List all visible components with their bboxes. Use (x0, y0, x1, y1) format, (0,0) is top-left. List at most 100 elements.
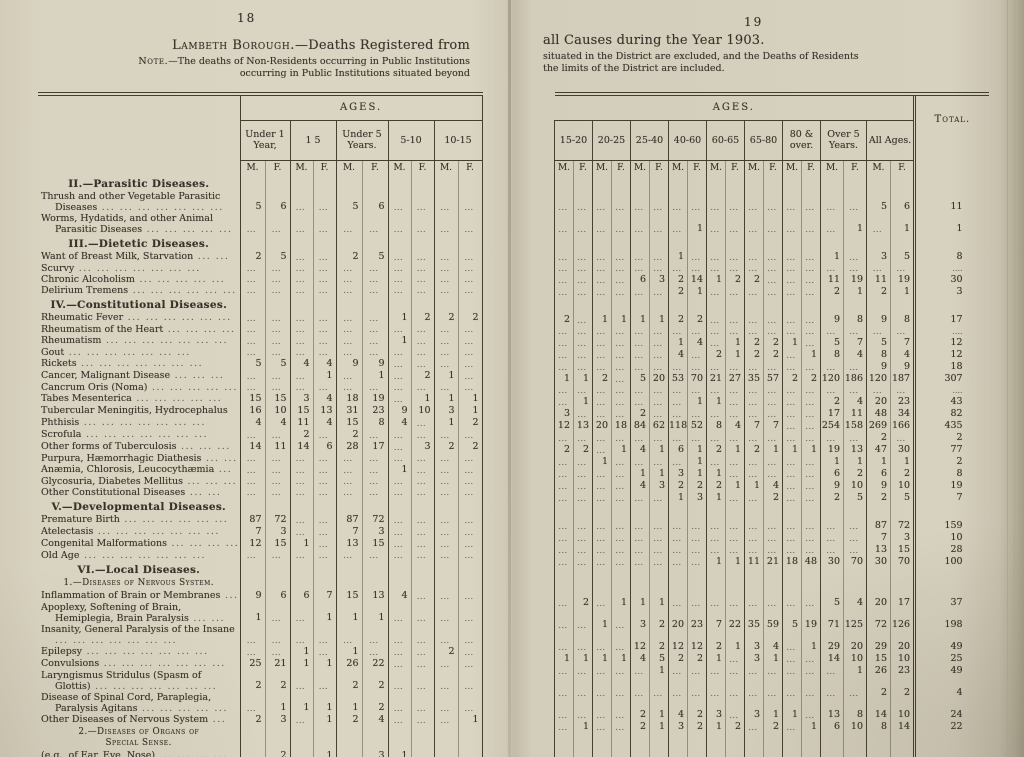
data-cell: ... (335, 370, 362, 382)
ages-header: AGES. (554, 94, 915, 121)
data-cell: ... (410, 602, 434, 624)
data-cell (725, 235, 745, 251)
data-cell: ... (725, 385, 745, 396)
data-cell: ... (554, 396, 574, 408)
data-cell: ... (410, 670, 434, 692)
table-row: ........................................… (554, 677, 989, 699)
data-cell: ... (801, 492, 821, 504)
data-cell: ... (706, 408, 726, 420)
data-cell: ... (611, 556, 631, 568)
data-cell: ... (782, 721, 802, 733)
data-cell: ... (725, 314, 745, 326)
data-cell (361, 577, 388, 590)
data-cell: 1 (554, 373, 574, 385)
table-row: (e.g., of Ear, Eye, Nose)...2...1...31..… (38, 750, 483, 757)
data-cell: ... (361, 464, 388, 476)
data-cell: ... (630, 396, 650, 408)
data-cell: ... (668, 677, 688, 699)
data-cell: ... (649, 532, 669, 544)
data-cell: ... (289, 526, 313, 538)
page-number-right: 19 (744, 15, 764, 29)
data-cell: ... (410, 324, 434, 335)
data-cell: ... (649, 677, 669, 699)
data-cell: 187 (889, 373, 915, 385)
total-cell (913, 298, 989, 314)
table-row: 1 1 1 1 4 5 2 2 1... 3 1...... 14 10 15 10 25 (554, 653, 989, 665)
data-cell: ... (801, 420, 821, 432)
total-cell: 77 (913, 444, 989, 456)
data-cell: ... (387, 550, 411, 561)
data-cell: 10 (889, 480, 915, 492)
data-cell: 1 (335, 602, 362, 624)
data-cell: 3 (687, 492, 707, 504)
sex-header: M. (554, 160, 574, 176)
data-cell: ... (410, 476, 434, 487)
disease-label: Tubercular Meningitis, Hydrocephalus (38, 405, 241, 417)
data-cell (843, 504, 867, 520)
data-cell: 23 (361, 405, 388, 417)
data-cell: ... (630, 337, 650, 349)
data-cell: ... (744, 492, 764, 504)
data-cell: 1 (668, 251, 688, 263)
data-cell: ... (410, 590, 434, 602)
data-cell: ... (782, 432, 802, 444)
data-cell (820, 733, 844, 757)
data-cell: 35 (744, 609, 764, 631)
data-cell (744, 504, 764, 520)
data-cell: ... (410, 526, 434, 538)
data-cell: 12 (668, 631, 688, 653)
data-cell: ... (457, 750, 483, 757)
data-cell: ... (433, 658, 458, 670)
data-cell: ... (744, 408, 764, 420)
data-cell: ... (239, 382, 265, 393)
data-cell: 4 (630, 480, 650, 492)
data-cell: 2 (706, 631, 726, 653)
data-cell: ... (387, 251, 411, 263)
data-cell: ... (457, 335, 483, 347)
data-cell (725, 504, 745, 520)
data-cell: ... (457, 213, 483, 235)
data-cell: 10 (889, 653, 915, 665)
table-row: ........................ 1 1 11 21 18 48 30 70 30… (554, 556, 989, 568)
data-cell: 8 (889, 314, 915, 326)
data-cell (239, 498, 265, 514)
age-column-header: 5-10 (387, 120, 434, 161)
data-cell: ... (554, 286, 574, 298)
total-cell: 12 (913, 337, 989, 349)
total-cell: 3 (913, 286, 989, 298)
right-page-header: all Causes during the Year 1903. situate… (543, 33, 973, 74)
data-cell (889, 568, 915, 584)
data-cell: 1 (361, 370, 388, 382)
data-cell: ... (782, 520, 802, 532)
data-cell: ... (630, 326, 650, 337)
data-cell: 1 (611, 444, 631, 456)
data-cell: ... (843, 326, 867, 337)
section-row (554, 176, 989, 191)
data-cell (782, 733, 802, 757)
section-label: V.—Developmental Diseases. (38, 498, 241, 514)
table-row: Rheumatism..................1......... (38, 335, 483, 347)
data-cell: ... (801, 286, 821, 298)
data-cell: ... (725, 492, 745, 504)
data-cell: ... (457, 646, 483, 658)
sex-header: M. (866, 160, 891, 176)
data-cell: 2 (554, 314, 574, 326)
age-column-header: 10-15 (433, 120, 483, 161)
data-cell: ... (457, 251, 483, 263)
table-row: Premature Birth8772......8772...........… (38, 514, 483, 526)
table-row: Other Constitutional Diseases...........… (38, 487, 483, 498)
data-cell: ... (611, 274, 631, 286)
table-row: .................. 4... 2 1 2 2... 1 8 4 8 4 12 (554, 349, 989, 361)
data-cell (554, 176, 574, 191)
data-cell: ... (843, 677, 867, 699)
total-cell (913, 504, 989, 520)
data-cell: ... (843, 263, 867, 274)
total-cell: 37 (913, 597, 989, 609)
data-cell: 9 (335, 358, 362, 370)
data-cell: ... (782, 677, 802, 699)
data-cell: 15 (239, 393, 265, 405)
data-cell (820, 568, 844, 584)
age-column-header: All Ages. (865, 120, 915, 161)
data-cell: ... (573, 213, 593, 235)
data-cell (592, 504, 612, 520)
